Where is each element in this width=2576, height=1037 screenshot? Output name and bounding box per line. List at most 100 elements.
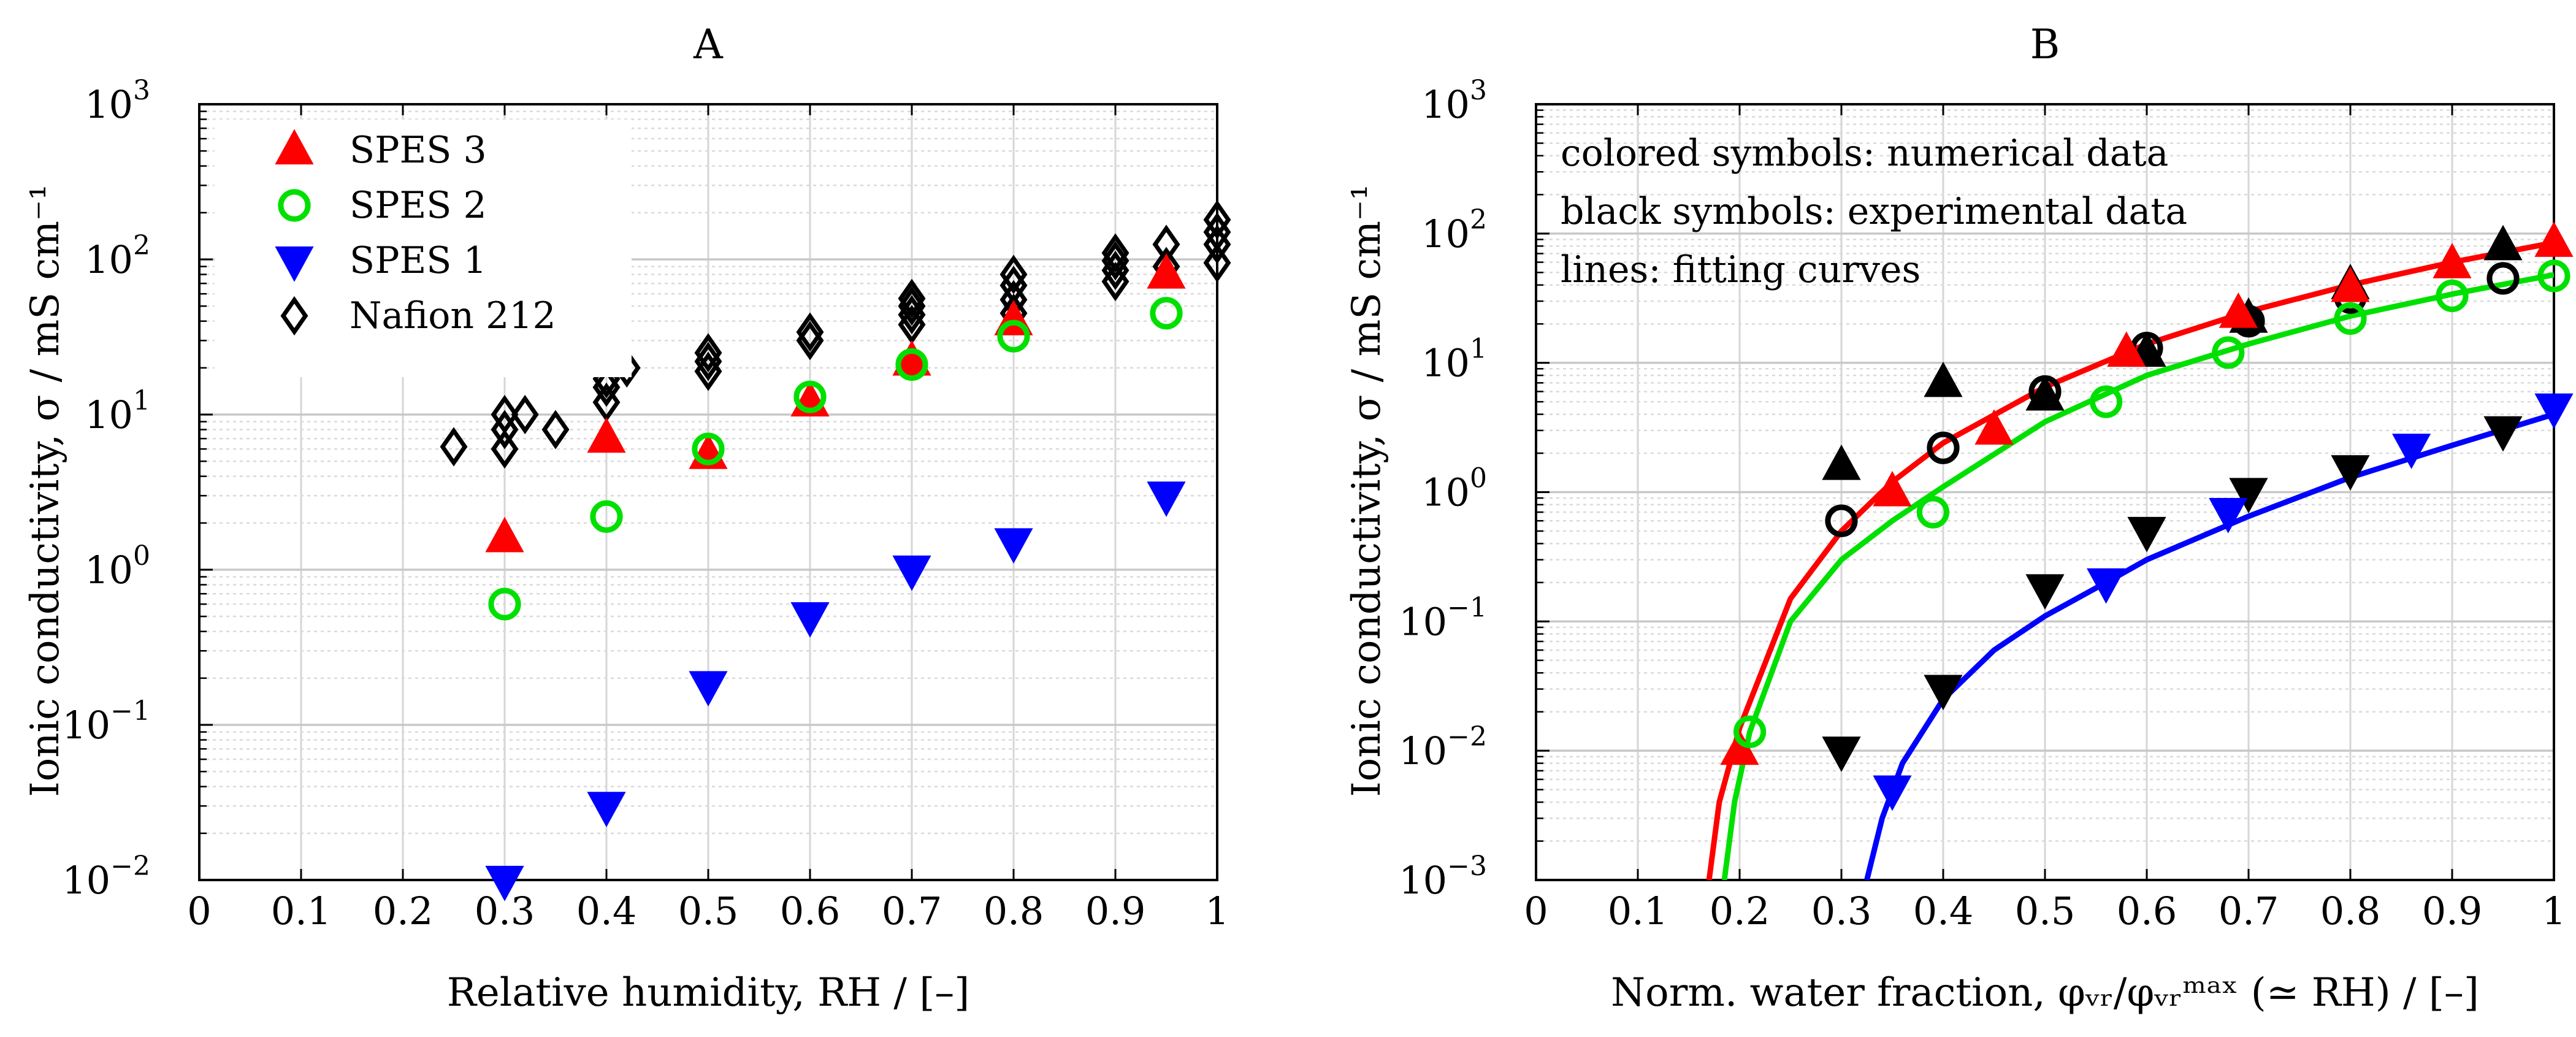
point-spes-1-numerical bbox=[2087, 568, 2126, 604]
point-spes-1-numerical bbox=[2392, 434, 2431, 469]
panel-b-ticks: 0 0.1 0.2 0.3 0.4 0.5 0.6 0.7 0.8 0.9 1 10−3 10−2 10−… bbox=[1399, 75, 2566, 933]
point-spes-3-numerical bbox=[2534, 221, 2574, 257]
point-nafion-212 bbox=[1203, 243, 1231, 283]
point-spes-1-experimental bbox=[2025, 574, 2065, 610]
legend-marker-spes-3 bbox=[275, 129, 314, 165]
panel-a-xlabel: Relative humidity, RH / [–] bbox=[447, 970, 970, 1016]
panel-b-grid bbox=[1536, 104, 2554, 880]
point-spes-2-numerical bbox=[2537, 259, 2570, 293]
legend-marker-spes-2 bbox=[278, 189, 311, 222]
y-tick-label: 102 bbox=[1421, 204, 1487, 256]
point-spes-2-experimental bbox=[1927, 431, 1960, 464]
y-tick-label: 102 bbox=[85, 230, 150, 282]
panel-a-marks bbox=[440, 200, 1231, 901]
point-nafion-212 bbox=[1203, 200, 1231, 240]
panel-b-note-2: black symbols: experimental data bbox=[1561, 190, 2187, 233]
point-spes-2-experimental bbox=[2486, 262, 2520, 295]
point-spes-1-numerical bbox=[2209, 498, 2248, 534]
point-spes-2 bbox=[488, 587, 521, 621]
legend-label: SPES 2 bbox=[350, 184, 487, 227]
legend-marker-nafion-212 bbox=[280, 296, 308, 336]
x-tick-label: 0.3 bbox=[1811, 889, 1872, 933]
point-spes-3 bbox=[587, 417, 626, 453]
point-spes-2 bbox=[895, 348, 928, 381]
panel-a-legend: SPES 3 SPES 2 SPES 1 Nafion 212 bbox=[215, 120, 632, 377]
panel-b-title: B bbox=[2030, 21, 2060, 68]
point-nafion-212 bbox=[541, 410, 570, 450]
legend-label: Nafion 212 bbox=[350, 294, 556, 337]
point-nafion-212 bbox=[1101, 233, 1129, 273]
point-spes-2-experimental bbox=[1825, 504, 1858, 537]
point-spes-2-numerical bbox=[2212, 336, 2245, 369]
panel-b-xlabel: Norm. water fraction, φᵥᵣ/φᵥᵣᵐᵃˣ (≃ RH) … bbox=[1611, 970, 2479, 1016]
fit-curve-spes-3-fit bbox=[1706, 240, 2554, 880]
y-tick-label: 10−1 bbox=[62, 695, 150, 748]
point-spes-1-experimental bbox=[2127, 516, 2166, 553]
panel-b: 0 0.1 0.2 0.3 0.4 0.5 0.6 0.7 0.8 0.9 1 10−3 10−2 10−… bbox=[1344, 21, 2574, 1016]
point-spes-3-numerical bbox=[1873, 470, 1912, 507]
point-spes-2-numerical bbox=[2436, 279, 2469, 312]
y-tick-label: 100 bbox=[1421, 463, 1487, 515]
panel-a-ticks: 0 0.1 0.2 0.3 0.4 0.5 0.6 0.7 0.8 0.9 110−210−1100… bbox=[62, 75, 1229, 933]
point-spes-1 bbox=[892, 555, 931, 591]
point-spes-2-numerical bbox=[1733, 715, 1767, 748]
point-spes-2 bbox=[692, 432, 725, 465]
point-spes-1 bbox=[994, 528, 1033, 564]
point-spes-1-numerical bbox=[2534, 393, 2574, 429]
panel-a-title: A bbox=[693, 21, 724, 68]
point-spes-1 bbox=[790, 602, 830, 638]
point-spes-3-numerical bbox=[1974, 409, 2014, 445]
panel-a-ylabel: Ionic conductivity, σ / mS cm⁻¹ bbox=[23, 185, 68, 797]
x-tick-label: 0.4 bbox=[576, 889, 637, 933]
x-tick-label: 0.2 bbox=[373, 889, 434, 933]
point-spes-3-numerical bbox=[2331, 266, 2370, 302]
x-tick-label: 0 bbox=[187, 889, 211, 933]
point-spes-2-numerical bbox=[2334, 302, 2367, 335]
point-spes-3-experimental bbox=[2483, 224, 2523, 261]
panel-b-marks bbox=[1720, 221, 2574, 811]
point-nafion-212 bbox=[999, 254, 1028, 294]
x-tick-label: 0.1 bbox=[271, 889, 332, 933]
point-spes-2 bbox=[997, 320, 1030, 353]
point-spes-1-experimental bbox=[2331, 455, 2370, 491]
x-tick-label: 0.5 bbox=[2015, 889, 2076, 933]
point-spes-2-numerical bbox=[2090, 385, 2123, 418]
point-spes-3-numerical bbox=[2107, 331, 2146, 367]
x-tick-label: 0 bbox=[1524, 889, 1548, 933]
x-tick-label: 0.1 bbox=[1608, 889, 1668, 933]
point-spes-2-numerical bbox=[1916, 496, 1949, 529]
point-spes-1-experimental bbox=[2483, 416, 2523, 452]
point-nafion-212 bbox=[694, 333, 722, 373]
point-spes-3-numerical bbox=[2433, 243, 2472, 278]
point-spes-3-numerical bbox=[2219, 292, 2258, 328]
point-spes-1 bbox=[1147, 481, 1186, 517]
x-tick-label: 0.7 bbox=[2219, 889, 2279, 933]
point-spes-1-numerical bbox=[1873, 775, 1912, 811]
x-tick-label: 0.6 bbox=[2117, 889, 2177, 933]
panel-b-ylabel: Ionic conductivity, σ / mS cm⁻¹ bbox=[1344, 185, 1389, 797]
point-nafion-212 bbox=[511, 394, 539, 435]
y-tick-label: 100 bbox=[85, 540, 150, 592]
fit-curve-spes-1-fit bbox=[1864, 411, 2554, 880]
point-spes-2 bbox=[1150, 297, 1183, 330]
x-tick-label: 0.7 bbox=[882, 889, 942, 933]
point-nafion-212 bbox=[491, 429, 519, 469]
x-tick-label: 1 bbox=[1205, 889, 1229, 933]
point-spes-1 bbox=[587, 792, 626, 827]
y-tick-label: 10−2 bbox=[1399, 721, 1487, 773]
y-tick-label: 10−3 bbox=[1399, 851, 1487, 903]
point-spes-3 bbox=[485, 516, 524, 553]
y-tick-label: 103 bbox=[1421, 75, 1487, 127]
y-tick-label: 101 bbox=[1421, 334, 1487, 386]
point-nafion-212 bbox=[440, 427, 468, 467]
panel-b-note-3: lines: fitting curves bbox=[1561, 248, 1921, 291]
x-tick-label: 0.6 bbox=[780, 889, 841, 933]
x-tick-label: 0.9 bbox=[2422, 889, 2483, 933]
y-tick-label: 103 bbox=[85, 75, 150, 127]
y-tick-label: 101 bbox=[85, 385, 150, 437]
x-tick-label: 0.2 bbox=[1710, 889, 1770, 933]
y-tick-label: 10−1 bbox=[1399, 592, 1487, 644]
point-spes-1 bbox=[689, 671, 728, 706]
point-spes-1-experimental bbox=[2229, 478, 2268, 514]
x-tick-label: 0.4 bbox=[1913, 889, 1974, 933]
